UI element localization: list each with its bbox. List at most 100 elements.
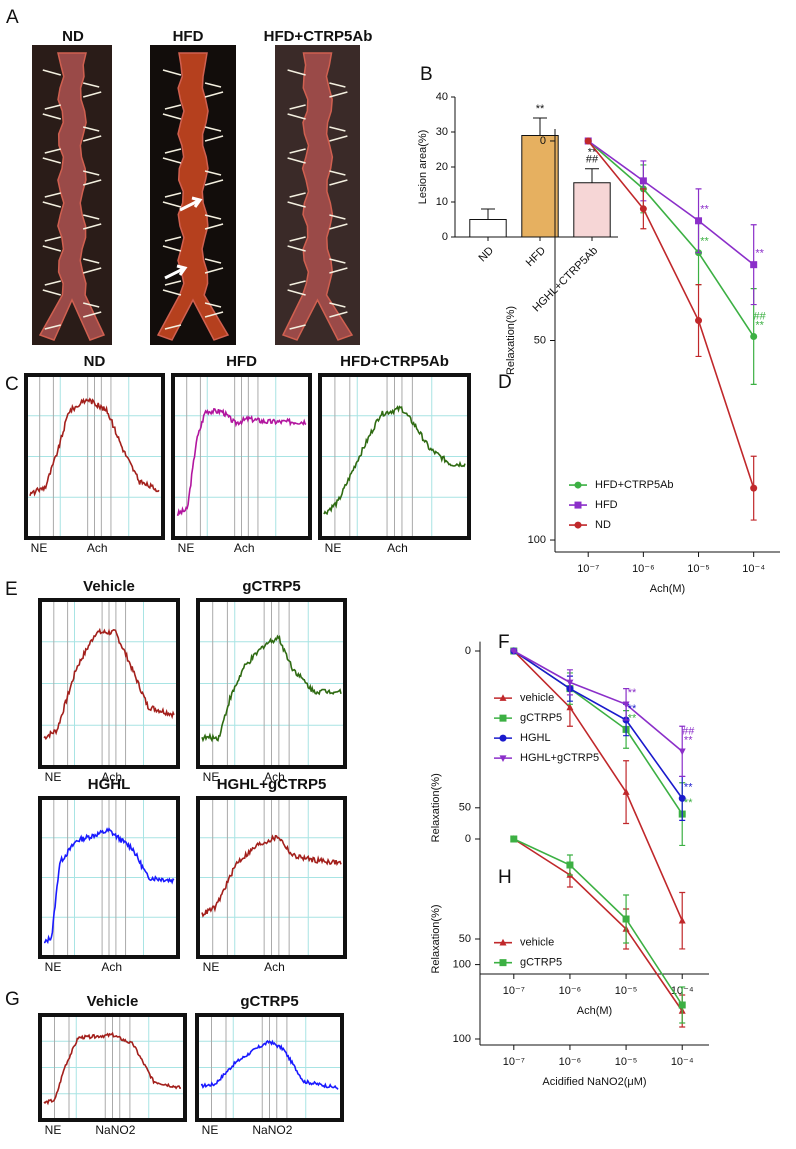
error-bar (533, 117, 547, 136)
significance: ** (628, 687, 637, 699)
pin (42, 201, 62, 208)
significance: ## (586, 154, 599, 166)
trace-marker: NE (31, 541, 48, 555)
panel-letter: G (5, 989, 20, 1010)
significance: ** (684, 797, 693, 809)
y-tick-label: 0 (540, 135, 546, 147)
y-tick-label: 40 (436, 91, 448, 103)
trace-frame (24, 373, 165, 540)
pin (329, 311, 348, 318)
y-axis-label: Relaxation(%) (430, 904, 442, 973)
pin (204, 267, 224, 274)
bar (521, 135, 559, 238)
pin (204, 214, 222, 220)
trace-marker: NE (203, 770, 220, 784)
legend-label: gCTRP5 (520, 957, 562, 969)
panel-letter: E (5, 579, 18, 600)
significance: ** (700, 236, 709, 248)
pin (83, 170, 100, 176)
pin (44, 104, 61, 110)
pin (42, 157, 62, 164)
data-point (622, 701, 630, 709)
pin (82, 135, 102, 142)
pin (83, 82, 100, 88)
pin (162, 69, 182, 76)
pin (42, 113, 62, 120)
trace-title: Vehicle (83, 578, 135, 595)
pin (204, 302, 222, 308)
pin (164, 192, 182, 198)
pin (44, 324, 61, 330)
legend-label: vehicle (520, 937, 554, 949)
pin (204, 258, 222, 264)
x-tick-label: 10⁻⁷ (577, 563, 599, 575)
significance: ** (684, 781, 693, 793)
pin (42, 289, 62, 296)
y-axis-label: Relaxation(%) (505, 306, 517, 375)
y-tick-label: 10 (436, 196, 448, 208)
error-bar (585, 168, 599, 183)
legend-marker (499, 938, 507, 946)
trace-marker: NE (203, 960, 220, 974)
data-point (678, 748, 686, 756)
significance: ** (755, 248, 764, 260)
significance: ## (754, 310, 767, 322)
trace-line (29, 397, 160, 497)
pin (204, 170, 222, 176)
pin (83, 258, 100, 264)
photo-label: HFD+CTRP5Ab (264, 28, 373, 45)
data-point (678, 916, 686, 924)
pin (82, 311, 102, 318)
x-tick-label: 10⁻⁵ (615, 1056, 638, 1068)
pin (82, 267, 102, 274)
legend-label: gCTRP5 (520, 712, 562, 724)
legend-label: ND (595, 519, 611, 531)
significance: ** (628, 703, 637, 715)
trace-title: gCTRP5 (240, 993, 298, 1010)
trace-title: HFD (226, 353, 257, 370)
pin (287, 289, 306, 296)
y-tick-label: 50 (534, 334, 546, 346)
error-bar (481, 208, 495, 220)
pin (162, 113, 182, 120)
panel-letter: D (498, 372, 512, 393)
panel-letter: C (5, 374, 19, 395)
data-point (622, 788, 630, 795)
x-axis-label: Acidified NaNO2(μM) (542, 1076, 646, 1088)
pin (162, 201, 182, 208)
series-line (587, 140, 755, 337)
panel-letter: F (498, 632, 510, 653)
panel-letter: A (6, 7, 19, 28)
trace-marker: NE (45, 1123, 62, 1137)
pin (329, 170, 346, 176)
data-point (750, 261, 758, 269)
legend-marker (499, 959, 507, 967)
trace-marker: NE (178, 541, 195, 555)
pin (204, 82, 222, 88)
series-line (513, 838, 683, 1006)
x-tick-label: 10⁻⁵ (687, 563, 710, 575)
arrow (179, 196, 203, 212)
data-point (678, 1001, 686, 1009)
pin (204, 126, 222, 132)
pin (164, 324, 182, 330)
data-point (566, 679, 574, 687)
pin (44, 192, 61, 198)
bar (573, 182, 611, 238)
pin (44, 148, 61, 154)
pin (82, 91, 102, 98)
trace-line (323, 405, 466, 516)
series-line (587, 140, 755, 489)
y-tick-label: 0 (465, 833, 471, 845)
trace-marker: NaNO2 (95, 1123, 135, 1137)
pin (164, 104, 182, 110)
pin (44, 280, 61, 286)
legend-marker (499, 734, 507, 742)
x-tick-label: ND (476, 245, 496, 265)
trace-marker: Ach (264, 960, 285, 974)
y-axis-label: Lesion area(%) (417, 130, 429, 205)
trace-line (43, 627, 175, 741)
significance: ** (536, 103, 545, 115)
pin (329, 135, 348, 142)
vessel (156, 52, 230, 341)
